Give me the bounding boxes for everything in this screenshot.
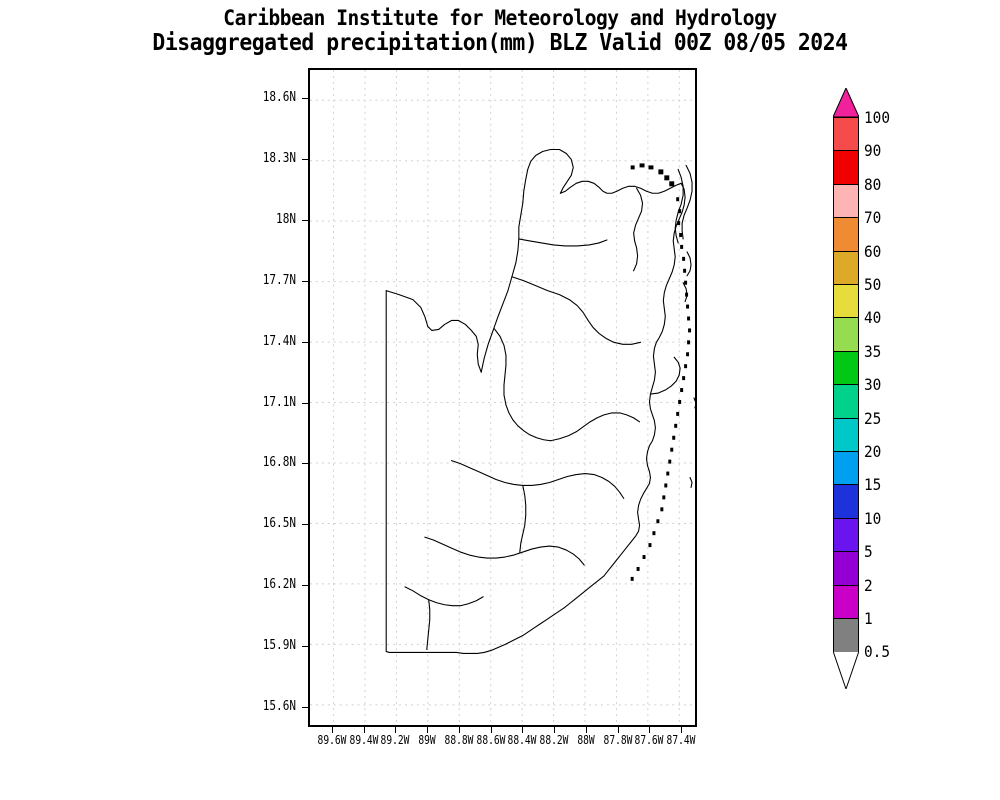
latitude-tick-label: 17.7N <box>262 272 296 288</box>
colorbar-segment <box>833 117 859 152</box>
longitude-tick-mark <box>522 727 524 733</box>
colorbar-segment <box>833 417 859 452</box>
colorbar-tick-label: 70 <box>864 208 882 228</box>
longitude-tick-mark <box>490 727 492 733</box>
colorbar-tick-label: 0.5 <box>864 642 891 662</box>
longitude-tick-mark <box>331 727 333 733</box>
colorbar-tick-label: 60 <box>864 241 882 261</box>
longitude-tick-mark <box>395 727 397 733</box>
longitude-tick-mark <box>427 727 429 733</box>
longitude-tick-label: 88.6W <box>476 733 506 747</box>
colorbar-segment <box>833 284 859 319</box>
latitude-tick-mark <box>302 706 308 708</box>
figure-title: Disaggregated precipitation(mm) BLZ Vali… <box>152 30 848 56</box>
latitude-tick-mark <box>302 159 308 161</box>
latitude-tick-label: 16.5N <box>262 516 296 532</box>
longitude-tick-mark <box>649 727 651 733</box>
colorbar-tick-label: 20 <box>864 442 882 461</box>
colorbar-tick-label: 25 <box>864 408 882 428</box>
latitude-tick-label: 18N <box>276 212 296 228</box>
latitude-tick-mark <box>302 98 308 100</box>
colorbar-segment <box>833 584 859 619</box>
precipitation-colorbar[interactable]: 100 90 80 70 60 50 40 35 30 25 20 15 10 5 2 1 0.5 <box>832 86 943 724</box>
longitude-tick-mark <box>585 727 587 733</box>
longitude-tick-label: 88W <box>577 733 595 747</box>
colorbar-segment <box>833 217 859 252</box>
colorbar-segment <box>833 183 859 219</box>
colorbar-tick-label: 10 <box>864 508 882 528</box>
colorbar-tick-label: 50 <box>864 275 882 294</box>
colorbar-segment <box>833 317 859 352</box>
colorbar-tick-label: 30 <box>864 375 882 395</box>
longitude-tick-mark <box>617 727 619 733</box>
latitude-tick-label: 15.6N <box>262 698 296 714</box>
colorbar-segment <box>833 618 859 653</box>
longitude-tick-label: 87.4W <box>666 733 696 747</box>
latitude-tick-label: 17.4N <box>262 333 296 349</box>
map-plot-area <box>308 68 697 727</box>
longitude-tick-label: 88.4W <box>507 733 537 747</box>
longitude-tick-label: 88.8W <box>444 733 474 747</box>
latitude-tick-label: 18.6N <box>262 90 296 106</box>
latitude-tick-mark <box>302 341 308 343</box>
latitude-tick-mark <box>302 645 308 647</box>
colorbar-tick-label: 15 <box>864 475 882 495</box>
colorbar-tick-label: 2 <box>864 575 873 595</box>
map-coastlines <box>385 148 695 654</box>
latitude-tick-mark <box>302 402 308 404</box>
colorbar-segment <box>833 551 859 586</box>
longitude-tick-mark <box>363 727 365 733</box>
longitude-tick-label: 89W <box>418 733 436 747</box>
colorbar-segment <box>833 250 859 285</box>
colorbar-under-arrow <box>832 650 860 691</box>
colorbar-segment <box>833 150 859 185</box>
colorbar-segment <box>833 451 859 486</box>
longitude-tick-label: 89.2W <box>380 733 410 747</box>
longitude-tick-mark <box>458 727 460 733</box>
longitude-tick-label: 89.6W <box>317 733 347 747</box>
colorbar-segment <box>833 517 859 553</box>
latitude-tick-mark <box>302 524 308 526</box>
latitude-tick-mark <box>302 585 308 587</box>
colorbar-tick-label: 35 <box>864 341 882 361</box>
longitude-tick-label: 88.2W <box>539 733 569 747</box>
latitude-tick-label: 15.9N <box>262 637 296 653</box>
latitude-tick-label: 18.3N <box>262 151 296 167</box>
colorbar-tick-label: 5 <box>864 542 873 562</box>
colorbar-tick-label: 90 <box>864 141 882 161</box>
colorbar-tick-label: 80 <box>864 174 882 194</box>
latitude-tick-label: 16.2N <box>262 577 296 593</box>
colorbar-tick-label: 100 <box>864 108 891 127</box>
longitude-tick-label: 89.4W <box>349 733 379 747</box>
longitude-tick-mark <box>681 727 683 733</box>
colorbar-segment <box>833 384 859 419</box>
figure-supertitle: Caribbean Institute for Meteorology and … <box>223 6 777 30</box>
latitude-tick-label: 16.8N <box>262 455 296 471</box>
longitude-tick-mark <box>554 727 556 733</box>
longitude-tick-label: 87.6W <box>634 733 664 747</box>
latitude-tick-mark <box>302 280 308 282</box>
colorbar-tick-label: 40 <box>864 308 882 328</box>
map-gridlines <box>310 70 695 725</box>
colorbar-segment <box>833 484 859 519</box>
colorbar-segment <box>833 350 859 386</box>
colorbar-over-arrow <box>832 86 860 118</box>
latitude-tick-label: 17.1N <box>262 394 296 410</box>
latitude-tick-mark <box>302 220 308 222</box>
colorbar-tick-label: 1 <box>864 609 873 628</box>
longitude-tick-label: 87.8W <box>603 733 633 747</box>
latitude-tick-mark <box>302 463 308 465</box>
